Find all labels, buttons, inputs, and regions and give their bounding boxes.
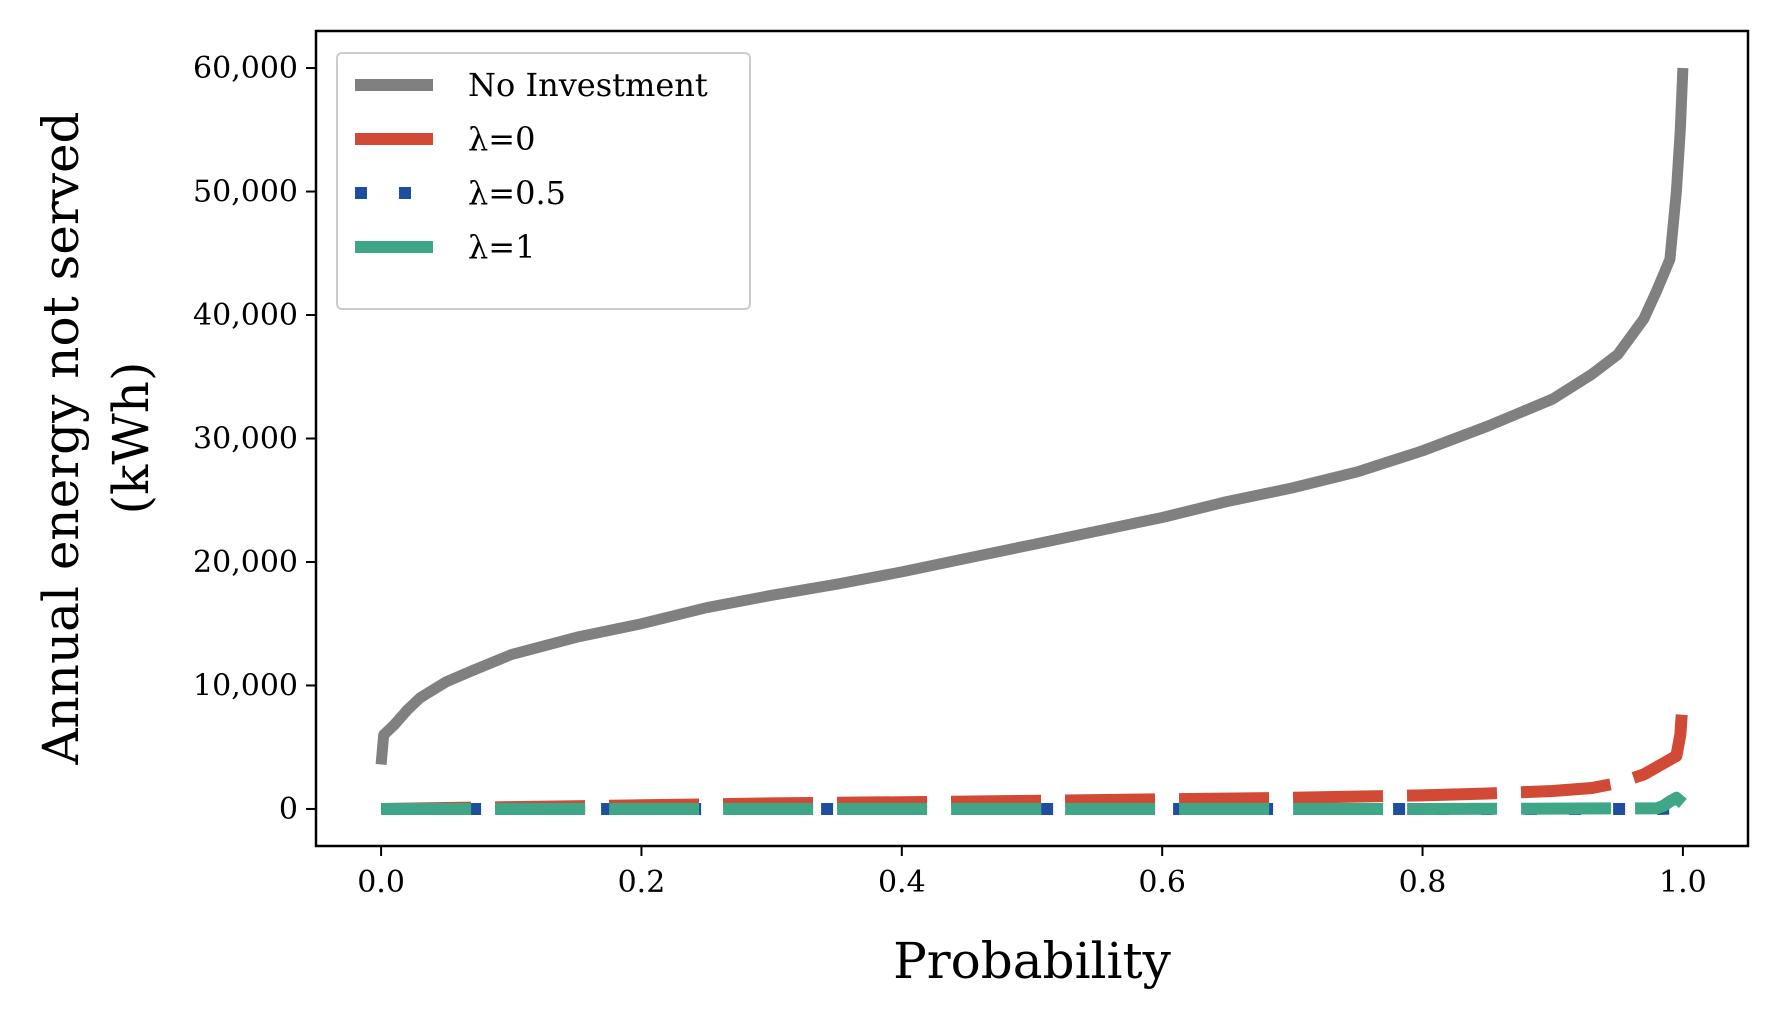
legend-label: λ=0.5 [468, 174, 566, 212]
series-layer [375, 67, 1689, 815]
series-line-no-investment [375, 67, 1689, 765]
x-tick-label: 0.8 [1399, 865, 1447, 900]
y-axis-title: Annual energy not served [32, 111, 90, 765]
x-tick-label: 0.2 [618, 865, 666, 900]
legend-label: λ=0 [468, 120, 535, 158]
y-tick-label: 50,000 [193, 175, 298, 210]
x-tick-label: 0.4 [878, 865, 926, 900]
y-tick-label: 20,000 [193, 545, 298, 580]
x-axis: 0.0 0.2 0.4 0.6 0.8 1.0 [357, 846, 1707, 900]
y-tick-label: 30,000 [193, 422, 298, 457]
legend-label: No Investment [468, 66, 708, 104]
y-tick-label: 40,000 [193, 298, 298, 333]
x-tick-label: 0.0 [357, 865, 405, 900]
x-tick-label: 1.0 [1659, 865, 1707, 900]
y-tick-label: 10,000 [193, 668, 298, 703]
series-line-lambda-0 [381, 697, 1689, 815]
y-axis: 0 10,000 20,000 30,000 40,000 50,000 60,000 [193, 51, 316, 827]
legend: No Investment λ=0 λ=0.5 λ=1 [336, 52, 751, 310]
series-line-lambda-1 [381, 791, 1687, 815]
x-axis-title: Probability [893, 932, 1172, 990]
legend-label: λ=1 [468, 228, 535, 266]
y-tick-label: 0 [279, 792, 298, 827]
legend-box [336, 52, 751, 310]
y-tick-label: 60,000 [193, 51, 298, 86]
y-axis-unit: (kWh) [102, 362, 160, 515]
x-tick-label: 0.6 [1138, 865, 1186, 900]
